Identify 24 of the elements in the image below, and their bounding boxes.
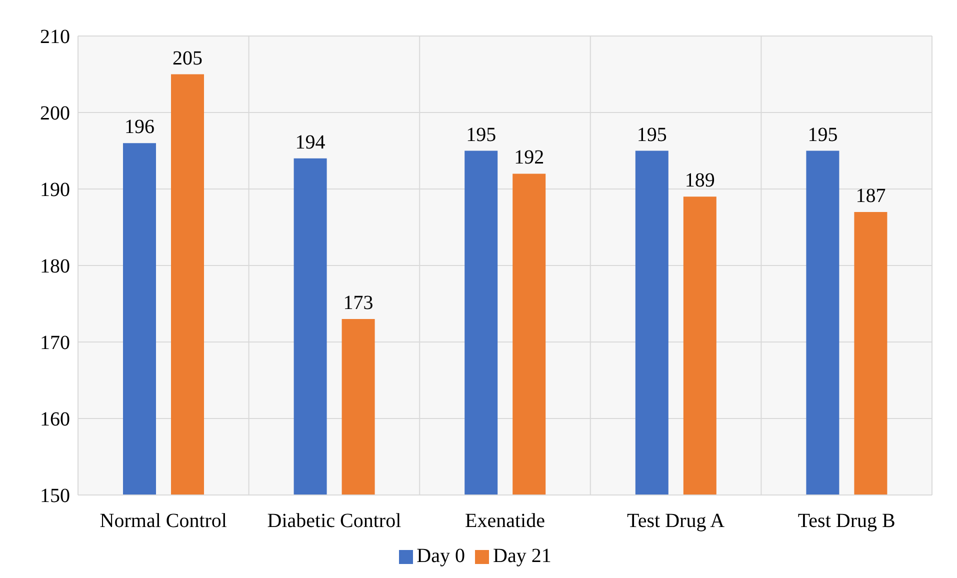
x-tick-label: Test Drug B [798,510,896,532]
data-label: 192 [514,146,544,169]
legend-label: Day 21 [493,545,552,567]
y-tick-label: 170 [40,332,70,354]
data-label: 195 [466,124,496,146]
legend-label: Day 0 [416,545,465,567]
y-tick-label: 160 [40,408,70,431]
x-tick-label: Exenatide [465,510,546,532]
y-tick-label: 150 [40,485,70,508]
y-tick-label: 180 [40,256,70,278]
data-label: 173 [343,292,374,314]
data-label: 189 [684,170,715,192]
y-tick-label: 210 [40,26,70,48]
y-tick-label: 200 [40,102,70,125]
data-label: 205 [172,47,202,70]
x-tick-label: Diabetic Control [267,510,402,532]
x-tick-label: Normal Control [100,510,228,532]
data-label: 194 [295,131,326,154]
data-label: 195 [808,124,838,146]
x-tick-label: Test Drug A [627,510,726,532]
data-label: 196 [124,116,154,138]
data-label: 187 [856,184,886,207]
data-label: 195 [636,124,667,146]
y-tick-label: 190 [40,179,70,202]
